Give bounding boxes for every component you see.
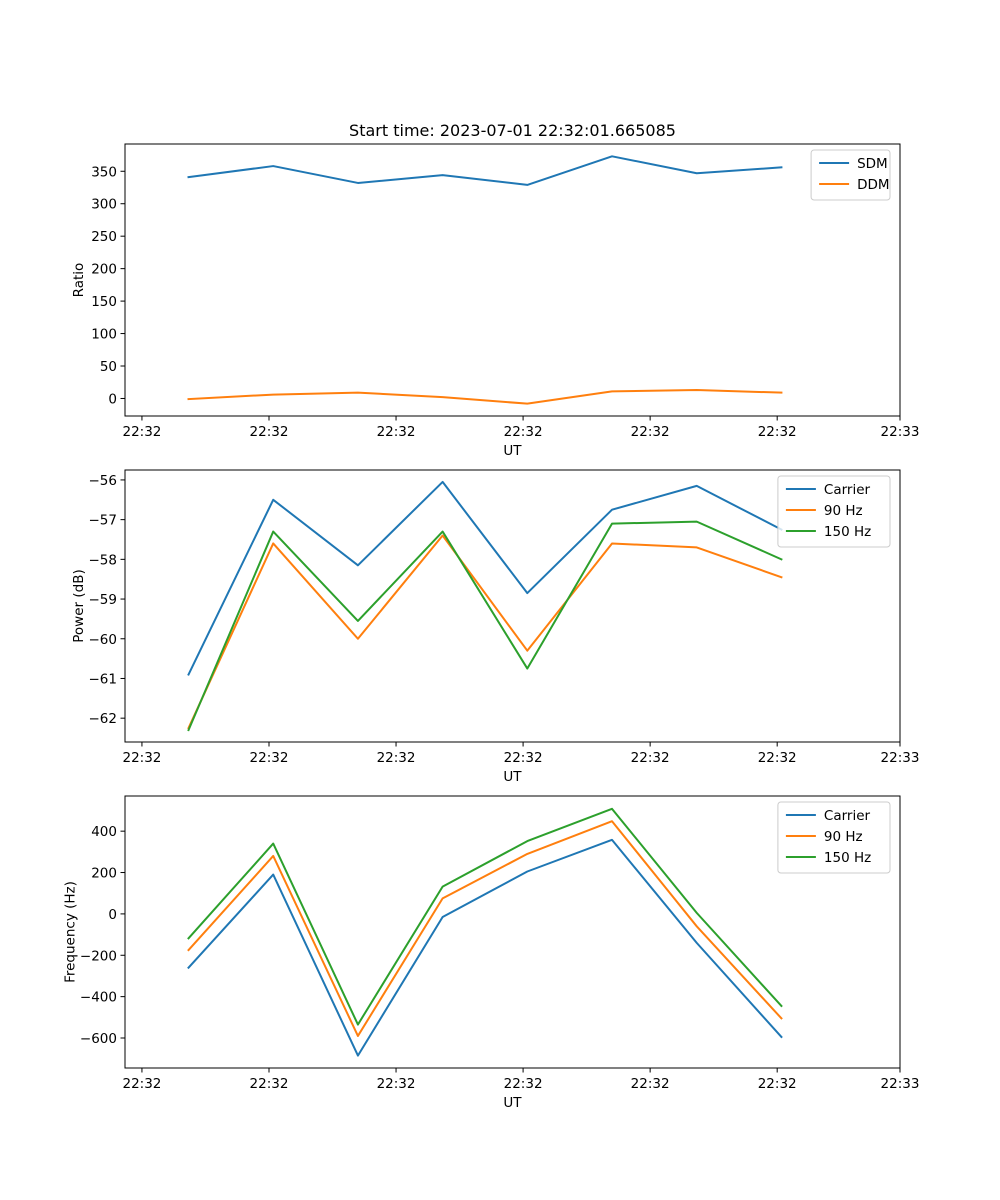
legend-label: Carrier bbox=[824, 482, 871, 498]
series-line-90-hz bbox=[187, 820, 783, 1037]
legend-label: 90 Hz bbox=[824, 503, 863, 519]
y-tick-label: −600 bbox=[80, 1031, 117, 1047]
x-tick-label: 22:32 bbox=[758, 750, 797, 766]
y-tick-label: −62 bbox=[89, 711, 118, 727]
axes-frame bbox=[124, 143, 901, 417]
y-axis-label: Power (dB) bbox=[71, 569, 87, 642]
series-line-carrier bbox=[187, 838, 783, 1057]
y-tick-label: 200 bbox=[91, 866, 117, 882]
x-tick-label: 22:32 bbox=[377, 750, 416, 766]
y-tick-label: −59 bbox=[89, 592, 118, 608]
series-line-sdm bbox=[187, 155, 783, 186]
x-tick-label: 22:32 bbox=[377, 1076, 416, 1092]
axes-frame bbox=[124, 795, 901, 1069]
x-tick-label: 22:32 bbox=[504, 424, 543, 440]
legend: SDM DDM bbox=[810, 149, 891, 201]
y-tick-label: 100 bbox=[91, 327, 117, 343]
y-tick-label: −58 bbox=[89, 552, 118, 568]
y-tick-label: 250 bbox=[91, 229, 117, 245]
chart-panel-3: 22:32 22:32 22:32 22:32 22:32 22:32 22:33 UT −60… bbox=[63, 795, 920, 1111]
chart-title: Start time: 2023-07-01 22:32:01.665085 bbox=[349, 121, 676, 140]
y-tick-label: −56 bbox=[89, 473, 118, 489]
x-axis-label: UT bbox=[503, 443, 522, 459]
x-tick-label: 22:32 bbox=[250, 1076, 289, 1092]
legend-box bbox=[777, 475, 891, 548]
series-line-90-hz bbox=[187, 534, 783, 730]
x-tick-label: 22:32 bbox=[504, 1076, 543, 1092]
legend-label: 90 Hz bbox=[824, 829, 863, 845]
y-tick-label: −61 bbox=[89, 671, 118, 687]
legend-label: SDM bbox=[857, 156, 888, 172]
x-tick-label: 22:32 bbox=[250, 750, 289, 766]
x-tick-label: 22:32 bbox=[250, 424, 289, 440]
x-tick-label: 22:33 bbox=[881, 1076, 920, 1092]
y-tick-label: 200 bbox=[91, 262, 117, 278]
x-tick-label: 22:32 bbox=[631, 750, 670, 766]
y-tick-label: 50 bbox=[100, 359, 117, 375]
y-tick-label: −60 bbox=[89, 632, 118, 648]
x-tick-label: 22:33 bbox=[881, 424, 920, 440]
legend-label: 150 Hz bbox=[824, 850, 871, 866]
x-tick-label: 22:32 bbox=[758, 424, 797, 440]
legend-box bbox=[777, 801, 891, 874]
legend: Carrier 90 Hz 150 Hz bbox=[777, 801, 891, 874]
series-line-150-hz bbox=[187, 520, 783, 732]
chart-panel-1: 22:32 22:32 22:32 22:32 22:32 22:32 22:33 UT 0 50… bbox=[71, 121, 919, 459]
x-tick-label: 22:32 bbox=[631, 1076, 670, 1092]
x-tick-label: 22:32 bbox=[377, 424, 416, 440]
x-tick-label: 22:32 bbox=[758, 1076, 797, 1092]
x-axis-label: UT bbox=[503, 1095, 522, 1111]
legend: Carrier 90 Hz 150 Hz bbox=[777, 475, 891, 548]
legend-label: DDM bbox=[857, 177, 889, 193]
x-tick-label: 22:32 bbox=[631, 424, 670, 440]
y-tick-label: 350 bbox=[91, 164, 117, 180]
y-axis-label: Frequency (Hz) bbox=[63, 881, 79, 983]
y-tick-label: 300 bbox=[91, 197, 117, 213]
series-line-ddm bbox=[187, 389, 783, 405]
y-tick-label: 0 bbox=[108, 391, 117, 407]
y-tick-label: −400 bbox=[80, 990, 117, 1006]
legend-label: 150 Hz bbox=[824, 524, 871, 540]
series-line-carrier bbox=[187, 480, 783, 676]
x-tick-label: 22:32 bbox=[122, 1076, 161, 1092]
y-axis-label: Ratio bbox=[71, 263, 87, 298]
x-tick-label: 22:33 bbox=[881, 750, 920, 766]
y-tick-label: −57 bbox=[89, 513, 118, 529]
x-axis-label: UT bbox=[503, 769, 522, 785]
chart-panel-2: 22:32 22:32 22:32 22:32 22:32 22:32 22:33 UT −62… bbox=[71, 469, 920, 785]
y-tick-label: −200 bbox=[80, 948, 117, 964]
axes-frame bbox=[124, 469, 901, 743]
y-tick-label: 400 bbox=[91, 824, 117, 840]
series-line-150-hz bbox=[187, 807, 783, 1026]
legend-label: Carrier bbox=[824, 808, 871, 824]
y-tick-label: 0 bbox=[108, 907, 117, 923]
x-tick-label: 22:32 bbox=[122, 424, 161, 440]
y-tick-label: 150 bbox=[91, 294, 117, 310]
x-tick-label: 22:32 bbox=[504, 750, 543, 766]
x-tick-label: 22:32 bbox=[122, 750, 161, 766]
